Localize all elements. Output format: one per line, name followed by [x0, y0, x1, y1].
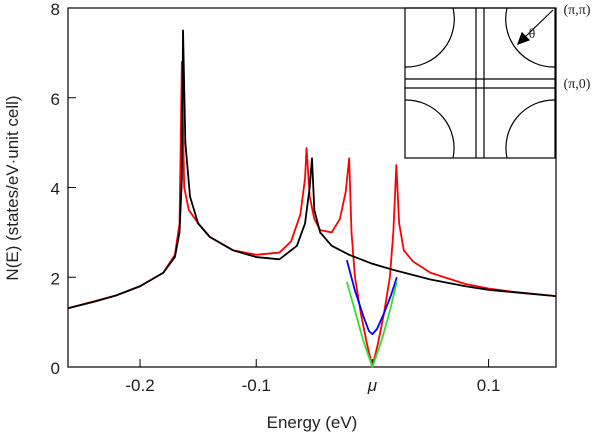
dos-line [345, 259, 398, 336]
y-tick-label: 6 [51, 90, 60, 109]
y-tick-label: 4 [51, 180, 60, 199]
plot-frame [67, 7, 557, 368]
dos-line [67, 29, 557, 310]
dos-line [345, 281, 398, 368]
y-tick-label: 2 [51, 269, 60, 288]
inset-label: (π,π) [564, 3, 591, 18]
dos-line [67, 60, 557, 368]
x-tick-label: -0.2 [125, 376, 154, 395]
x-tick-label: μ [367, 376, 378, 395]
inset-label: θ [529, 27, 536, 42]
inset-label: (π,0) [564, 77, 591, 92]
x-axis-label: Energy (eV) [267, 413, 358, 432]
x-tick-label: 0.1 [477, 376, 501, 395]
y-tick-label: 8 [51, 0, 60, 19]
x-tick-label: -0.1 [242, 376, 271, 395]
y-tick-label: 0 [51, 359, 60, 378]
y-axis-label: N(E) (states/eV·unit cell) [3, 95, 22, 280]
